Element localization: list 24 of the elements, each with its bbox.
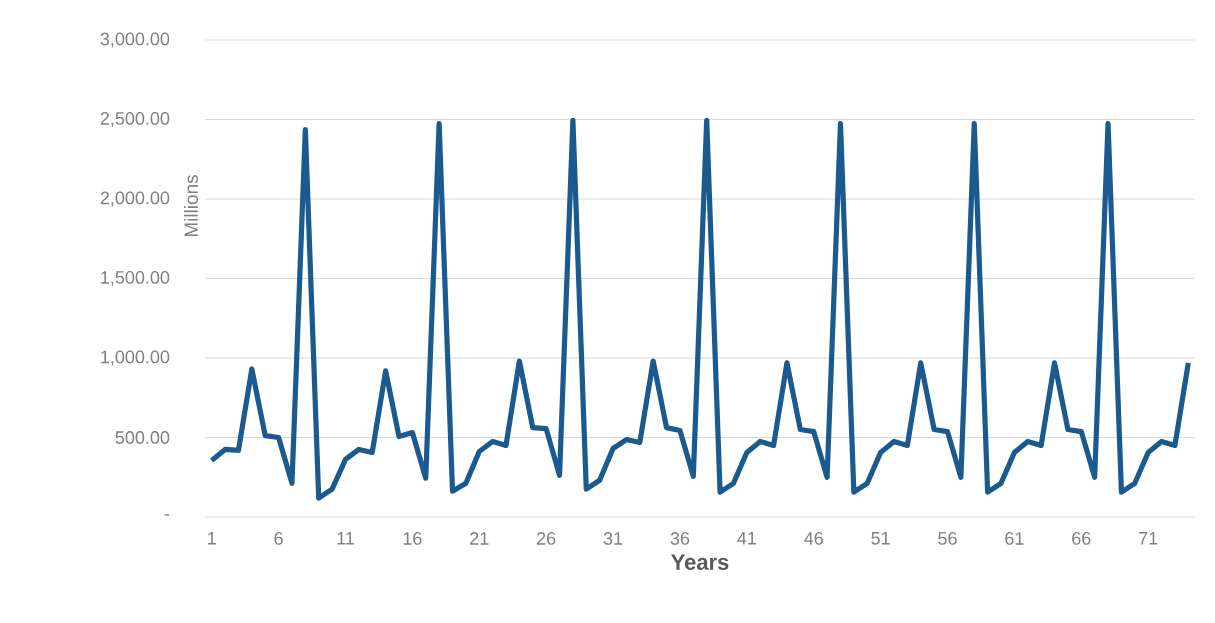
y-tick-label: 1,000.00 — [101, 350, 170, 366]
x-axis-title: Years — [671, 554, 729, 570]
x-tick-label: 6 — [274, 532, 283, 545]
x-tick-label: 21 — [470, 532, 489, 545]
x-tick-label: 26 — [537, 532, 556, 545]
x-tick-label: 46 — [804, 532, 823, 545]
x-tick-label: 51 — [871, 532, 890, 545]
y-tick-label: 2,000.00 — [100, 191, 170, 207]
x-tick-label: 1 — [208, 532, 216, 545]
x-tick-label: 36 — [670, 532, 690, 545]
x-tick-label: 41 — [737, 532, 756, 545]
x-tick-label: 61 — [1005, 532, 1024, 545]
y-tick-label: - — [164, 514, 170, 516]
y-tick-label: 3,000.00 — [100, 32, 170, 48]
x-tick-label: 56 — [938, 532, 957, 545]
y-axis-title: Millions — [183, 175, 198, 237]
x-tick-label: 66 — [1072, 532, 1091, 545]
y-tick-label: 2,500.00 — [100, 112, 170, 127]
x-tick-label: 11 — [337, 532, 354, 545]
x-tick-label: 16 — [403, 532, 422, 545]
x-tick-label: 71 — [1139, 532, 1158, 545]
y-tick-label: 500.00 — [115, 431, 170, 444]
y-tick-label: 1,500.00 — [101, 271, 170, 286]
x-tick-label: 31 — [603, 532, 623, 545]
